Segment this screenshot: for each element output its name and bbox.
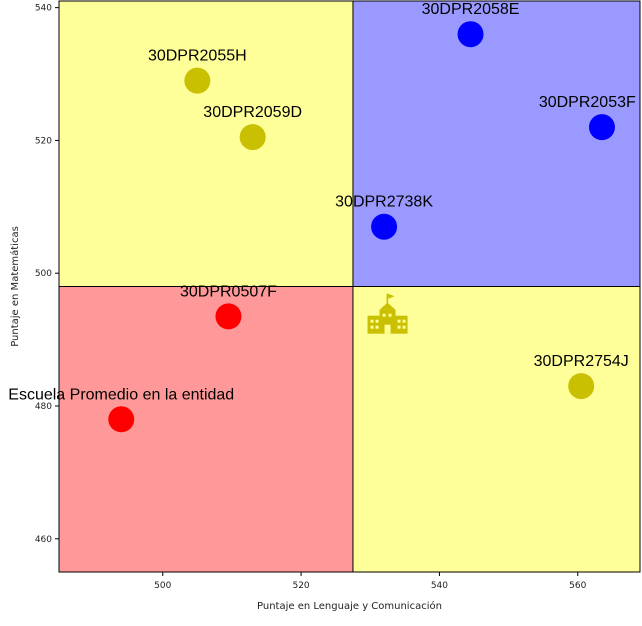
school-flagpole bbox=[386, 293, 389, 305]
y-tick-label: 480 bbox=[35, 402, 52, 412]
data-point-label: 30DPR2058E bbox=[422, 1, 520, 18]
data-point-label: 30DPR2053F bbox=[539, 94, 636, 111]
data-point-label: Escuela Promedio en la entidad bbox=[8, 386, 234, 403]
school-window bbox=[370, 325, 374, 329]
school-right-wing bbox=[395, 315, 408, 334]
y-tick-label: 460 bbox=[35, 535, 52, 545]
data-point bbox=[239, 124, 266, 151]
data-point bbox=[184, 67, 211, 94]
data-points: 30DPR2055H 30DPR2059D 30DPR2058E 30DPR2053F… bbox=[8, 1, 636, 433]
data-point bbox=[108, 406, 135, 433]
quadrant-backgrounds bbox=[59, 1, 640, 572]
y-tick-label: 500 bbox=[35, 269, 52, 279]
school-window bbox=[370, 319, 374, 323]
y-tick-label: 540 bbox=[35, 4, 52, 14]
data-point-label: 30DPR2738K bbox=[335, 194, 433, 211]
data-point bbox=[371, 213, 398, 240]
x-tick-label: 560 bbox=[569, 581, 586, 591]
school-icon bbox=[367, 293, 408, 334]
school-door bbox=[384, 324, 391, 334]
data-point bbox=[588, 114, 615, 141]
quadrant-bottom-right bbox=[352, 286, 640, 572]
school-window bbox=[397, 325, 401, 329]
data-point-label: 30DPR0507F bbox=[180, 283, 277, 300]
x-tick-label: 540 bbox=[431, 581, 448, 591]
x-tick-label: 520 bbox=[292, 581, 309, 591]
data-point-label: 30DPR2059D bbox=[203, 104, 302, 121]
quadrant-top-left bbox=[59, 1, 353, 287]
y-tick-label: 520 bbox=[35, 136, 52, 146]
school-left-wing bbox=[367, 315, 380, 334]
school-window bbox=[375, 325, 379, 329]
school-window bbox=[388, 313, 392, 317]
school-window bbox=[402, 325, 406, 329]
school-window bbox=[402, 319, 406, 323]
x-axis-ticks: 500 520 540 560 bbox=[154, 572, 587, 591]
quadrant-dividers bbox=[59, 1, 640, 572]
school-icon-layer bbox=[367, 293, 408, 334]
data-point-label: 30DPR2055H bbox=[148, 48, 247, 65]
school-window bbox=[397, 319, 401, 323]
x-axis-title: Puntaje en Lenguaje y Comunicación bbox=[257, 600, 442, 612]
school-window bbox=[382, 313, 386, 317]
x-tick-label: 500 bbox=[154, 581, 171, 591]
y-axis-title: Puntaje en Matemáticas bbox=[9, 226, 21, 347]
school-flag bbox=[388, 293, 395, 299]
data-point bbox=[568, 373, 595, 400]
school-roof bbox=[379, 302, 396, 310]
plot-frame bbox=[58, 0, 641, 573]
quadrant-bottom-left bbox=[59, 286, 353, 572]
data-point bbox=[457, 21, 484, 48]
data-point-label: 30DPR2754J bbox=[534, 353, 629, 370]
quadrant-top-right bbox=[352, 1, 640, 287]
data-point bbox=[215, 303, 242, 330]
school-window bbox=[375, 319, 379, 323]
y-axis-ticks: 460 480 500 520 540 bbox=[35, 4, 59, 545]
